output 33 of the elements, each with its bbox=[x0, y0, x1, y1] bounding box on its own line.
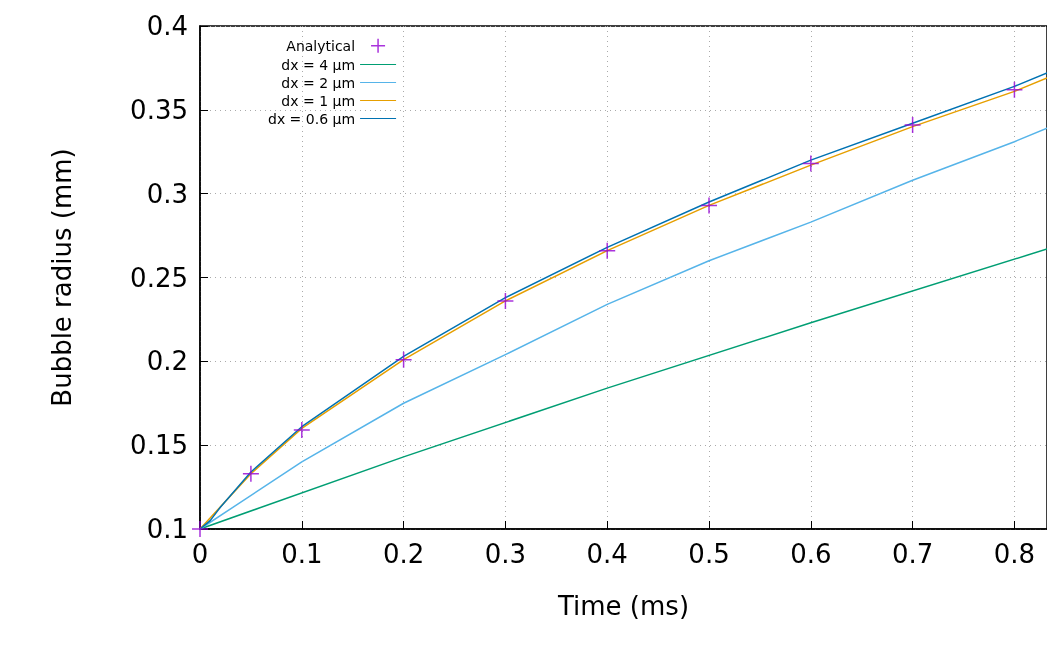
x-tick-label: 0.7 bbox=[891, 539, 934, 569]
x-tick-label: 0.8 bbox=[993, 539, 1036, 569]
legend-label: dx = 4 µm bbox=[281, 56, 356, 73]
x-tick-label: 0.5 bbox=[688, 539, 730, 569]
y-tick-label: 0.35 bbox=[130, 94, 188, 125]
y-tick-label: 0.4 bbox=[146, 11, 188, 41]
x-tick-label: 0 bbox=[191, 539, 209, 569]
y-tick-label: 0.15 bbox=[130, 430, 188, 461]
point bbox=[903, 116, 922, 134]
point bbox=[700, 196, 718, 215]
point bbox=[598, 241, 616, 260]
point bbox=[242, 464, 260, 483]
legend-label: dx = 1 µm bbox=[281, 92, 356, 109]
point bbox=[496, 292, 515, 310]
point bbox=[802, 154, 820, 173]
point bbox=[1005, 80, 1024, 99]
y-tick-label: 0.25 bbox=[130, 262, 188, 293]
x-tick-label: 0.3 bbox=[484, 539, 527, 569]
point bbox=[191, 520, 209, 538]
legend-label: dx = 2 µm bbox=[281, 74, 356, 91]
point bbox=[293, 421, 311, 439]
legend-label: Analytical bbox=[286, 37, 356, 54]
y-tick-label: 0.1 bbox=[146, 514, 188, 544]
point bbox=[394, 350, 413, 369]
y-axis-title: Bubble radius (mm) bbox=[47, 148, 77, 407]
y-tick-label: 0.3 bbox=[146, 178, 188, 209]
x-tick-label: 0.1 bbox=[281, 539, 323, 569]
y-tick-label: 0.2 bbox=[146, 346, 188, 377]
legend-label: dx = 0.6 µm bbox=[268, 110, 356, 127]
x-axis-title: Time (ms) bbox=[556, 591, 690, 621]
x-tick-label: 0.6 bbox=[790, 539, 832, 569]
x-tick-label: 0.4 bbox=[586, 539, 628, 569]
x-tick-label: 0.2 bbox=[382, 539, 425, 569]
